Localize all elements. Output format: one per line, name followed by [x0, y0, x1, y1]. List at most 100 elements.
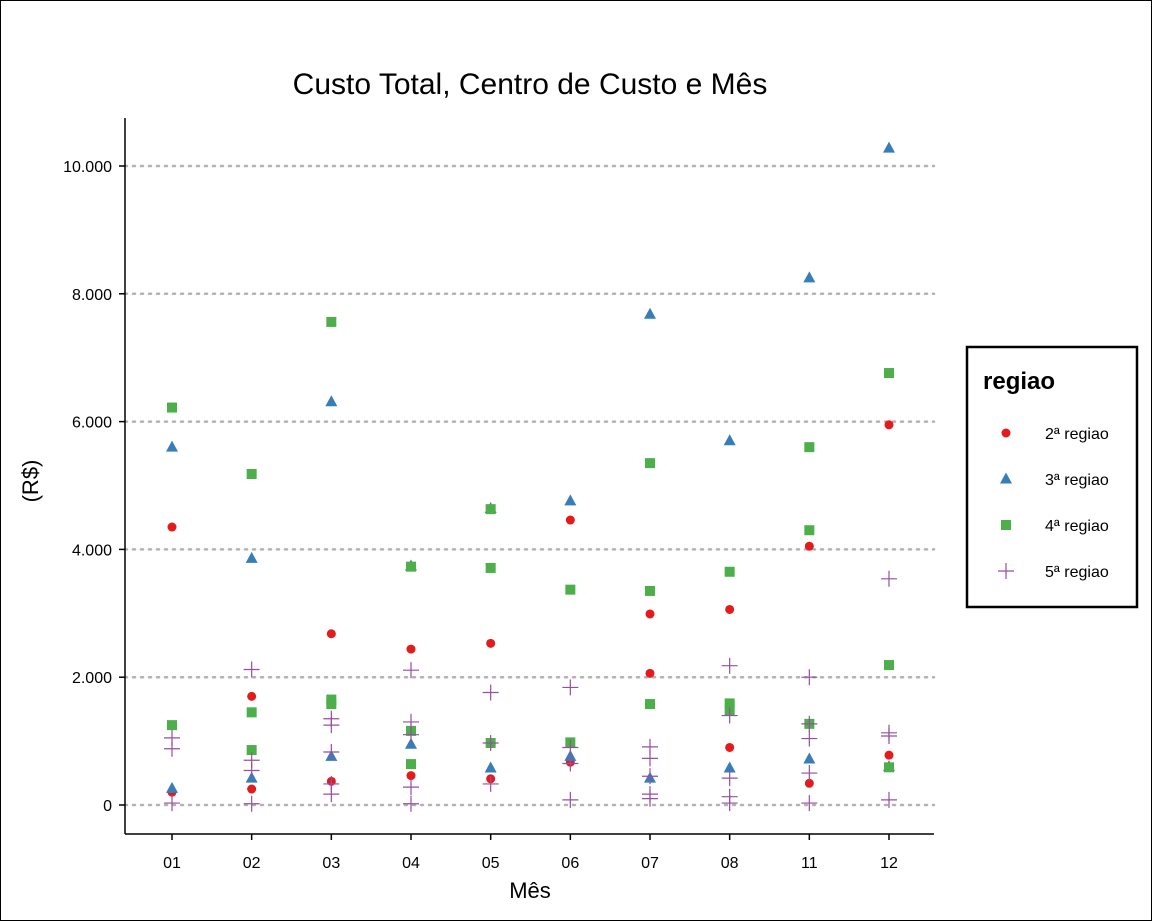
- legend-label: 3ª regiao: [1045, 472, 1109, 489]
- data-point: [323, 717, 340, 734]
- data-point: [485, 562, 496, 573]
- data-point: [245, 551, 258, 563]
- data-point: [562, 791, 579, 808]
- y-tick-label: 6.000: [72, 415, 112, 432]
- data-point: [565, 584, 576, 595]
- data-point: [725, 604, 735, 614]
- x-tick-label: 06: [561, 855, 579, 872]
- data-point: [482, 684, 499, 701]
- data-point: [884, 762, 894, 773]
- data-point: [723, 434, 736, 446]
- data-point: [246, 707, 257, 718]
- data-point: [642, 750, 658, 767]
- data-point: [403, 726, 419, 743]
- data-point: [645, 458, 655, 469]
- legend: regiao 2ª regiao 3ª regiao 4ª regiao 5ª reg…: [965, 345, 1139, 609]
- x-tick-label: 05: [482, 855, 500, 872]
- data-point: [565, 515, 575, 525]
- data-point: [406, 771, 416, 781]
- data-point: [725, 742, 735, 752]
- y-axis-title: (R$): [18, 460, 43, 503]
- data-point: [881, 791, 897, 808]
- data-point: [485, 504, 496, 515]
- data-point: [645, 609, 655, 619]
- data-point: [562, 679, 579, 696]
- data-point: [803, 271, 816, 283]
- data-point: [883, 141, 895, 153]
- legend-title: regiao: [983, 368, 1055, 395]
- x-tick-label: 03: [322, 855, 340, 872]
- data-point: [724, 698, 735, 709]
- legend-key: [1001, 520, 1011, 530]
- data-point: [884, 368, 894, 379]
- y-tick-label: 0: [103, 798, 112, 815]
- data-point: [403, 662, 419, 679]
- x-tick-label: 01: [163, 855, 181, 872]
- data-point: [721, 707, 738, 724]
- data-point: [406, 759, 416, 770]
- data-point: [801, 730, 818, 747]
- y-tick-label: 8.000: [72, 287, 112, 304]
- data-point: [243, 762, 260, 779]
- data-point: [723, 761, 736, 773]
- legend-label: 2ª regiao: [1045, 426, 1109, 443]
- legend-label: 5ª regiao: [1045, 564, 1109, 581]
- data-point: [645, 585, 655, 596]
- data-point: [164, 740, 180, 757]
- data-point: [167, 402, 177, 413]
- data-point: [326, 629, 336, 639]
- data-point: [642, 790, 658, 807]
- data-point: [246, 468, 257, 479]
- data-point: [721, 657, 738, 674]
- data-point: [801, 765, 818, 782]
- x-tick-label: 04: [402, 855, 420, 872]
- data-point: [247, 691, 257, 701]
- data-point: [562, 755, 579, 772]
- y-tick-label: 10.000: [63, 159, 112, 176]
- data-point: [804, 442, 815, 453]
- data-point: [403, 779, 419, 796]
- x-tick-label: 11: [801, 855, 818, 872]
- data-point: [881, 727, 897, 744]
- data-point: [564, 494, 577, 506]
- data-point: [325, 395, 338, 407]
- data-point: [484, 761, 497, 773]
- data-point: [167, 522, 177, 532]
- gridlines: [123, 164, 936, 807]
- legend-items: 2ª regiao 3ª regiao 4ª regiao 5ª regiao: [998, 426, 1109, 581]
- x-axis-title: Mês: [509, 878, 551, 903]
- data-point: [642, 768, 658, 785]
- data-point: [486, 638, 496, 648]
- data-point: [243, 795, 260, 812]
- data-point: [801, 795, 818, 812]
- data-point: [804, 778, 814, 788]
- legend-key: [1000, 472, 1012, 484]
- data-point: [246, 745, 257, 756]
- data-point: [884, 750, 894, 760]
- data-point: [884, 660, 894, 671]
- data-point: [243, 661, 260, 678]
- data-point: [405, 737, 417, 749]
- data-point: [326, 699, 337, 710]
- data-point: [801, 669, 818, 686]
- data-point: [801, 715, 818, 732]
- data-point: [406, 561, 416, 572]
- data-point: [645, 668, 655, 678]
- data-point: [164, 795, 180, 812]
- data-point: [247, 784, 257, 794]
- legend-box: [965, 345, 1139, 609]
- data-point: [884, 420, 894, 430]
- data-point: [323, 743, 340, 760]
- x-tick-label: 02: [243, 855, 261, 872]
- data-point: [804, 541, 814, 551]
- chart-title: Custo Total, Centro de Custo e Mês: [293, 68, 768, 101]
- axes: 0 2.000 4.000 6.000 8.000 10.000 01 02 03 04 05 06 0…: [63, 118, 934, 872]
- data-point: [406, 644, 416, 654]
- data-point: [482, 735, 499, 752]
- x-tick-label: 12: [880, 855, 898, 872]
- data-point: [166, 440, 178, 452]
- data-point: [166, 781, 178, 793]
- data-points: [164, 141, 897, 812]
